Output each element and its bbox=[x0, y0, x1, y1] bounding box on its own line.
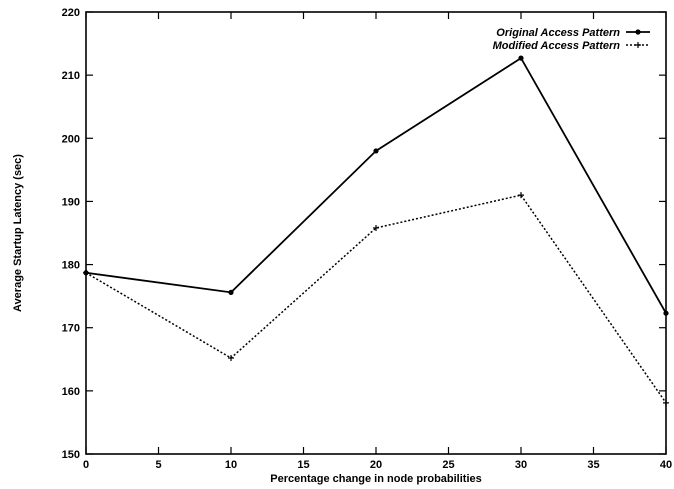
x-tick-label: 5 bbox=[155, 459, 161, 471]
legend-marker bbox=[635, 42, 641, 48]
plot-frame bbox=[85, 11, 667, 455]
series-line-1 bbox=[85, 56, 667, 314]
data-point bbox=[228, 355, 234, 362]
series-line-2 bbox=[85, 194, 667, 404]
x-tick-label: 40 bbox=[660, 459, 672, 471]
y-axis-label: Average Startup Latency (sec) bbox=[12, 154, 24, 312]
data-point bbox=[373, 148, 379, 154]
y-tick-label: 150 bbox=[62, 449, 80, 461]
y-tick-label: 200 bbox=[62, 133, 80, 145]
x-tick-label: 10 bbox=[225, 459, 237, 471]
x-axis-label: Percentage change in node probabilities bbox=[270, 473, 482, 485]
x-tick-label: 25 bbox=[442, 459, 454, 471]
data-point bbox=[663, 310, 669, 316]
legend-marker bbox=[635, 29, 641, 35]
y-tick-label: 170 bbox=[62, 323, 80, 335]
x-tick-label: 15 bbox=[297, 459, 309, 471]
data-point bbox=[83, 269, 89, 276]
y-tick-label: 180 bbox=[62, 260, 80, 272]
data-point bbox=[373, 224, 379, 231]
legend-label: Original Access Pattern bbox=[496, 27, 620, 39]
data-point bbox=[518, 192, 524, 199]
y-tick-label: 220 bbox=[62, 7, 80, 19]
x-tick-label: 20 bbox=[370, 459, 382, 471]
y-tick-label: 160 bbox=[62, 386, 80, 398]
x-tick-label: 35 bbox=[587, 459, 599, 471]
x-tick-label: 30 bbox=[515, 459, 527, 471]
data-point bbox=[228, 289, 234, 295]
y-axis-ticks: 150 160 170 180 190 200 210 220 bbox=[62, 7, 666, 461]
x-tick-label: 0 bbox=[83, 459, 89, 471]
y-tick-label: 190 bbox=[62, 196, 80, 208]
legend-label: Modified Access Pattern bbox=[493, 40, 621, 52]
series-layer bbox=[83, 55, 669, 406]
data-point bbox=[518, 55, 524, 61]
x-axis-ticks: 0 5 10 15 20 25 30 35 40 bbox=[83, 12, 672, 471]
y-tick-label: 210 bbox=[62, 70, 80, 82]
data-point bbox=[663, 399, 669, 406]
